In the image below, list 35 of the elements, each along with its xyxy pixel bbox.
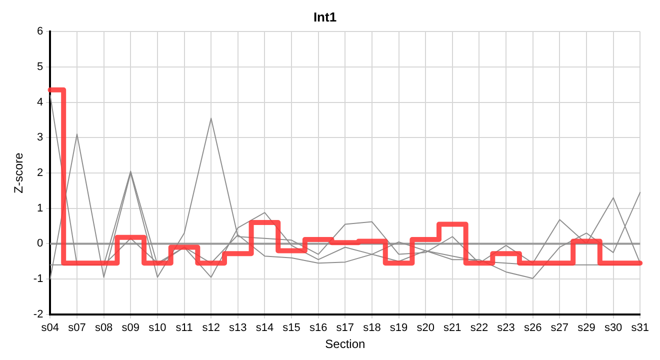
y-axis-title: Z-score [12, 152, 26, 194]
x-tick-label: s09 [122, 322, 140, 334]
y-tick-label: 0 [37, 238, 44, 250]
x-tick-label: s14 [256, 322, 274, 334]
y-tick-label: 5 [37, 60, 44, 73]
x-tick-label: s15 [282, 322, 300, 334]
x-tick-label: s16 [309, 322, 328, 334]
x-axis-title: Section [325, 337, 366, 352]
x-tick-label: s22 [470, 322, 488, 334]
x-tick-label: s08 [94, 322, 113, 334]
x-tick-label: s27 [550, 322, 569, 334]
x-tick-label: s11 [176, 322, 193, 334]
y-tick-label: 3 [37, 132, 44, 144]
x-tick-label: s17 [336, 322, 354, 334]
y-tick-label: -2 [33, 308, 44, 320]
x-tick-label: s29 [578, 322, 596, 334]
x-tick-label: s26 [524, 322, 542, 334]
x-tick-label: s10 [148, 322, 166, 334]
y-tick-label: 4 [37, 96, 44, 108]
y-tick-label: 6 [37, 26, 44, 38]
x-tick-label: s12 [202, 322, 220, 334]
x-tick-label: s31 [631, 322, 650, 334]
x-tick-label: s30 [604, 322, 622, 334]
x-tick-label: s21 [444, 322, 462, 334]
x-tick-label: s04 [41, 322, 60, 334]
x-tick-label: s07 [68, 322, 86, 334]
x-tick-label: s19 [390, 322, 408, 334]
chart-title: Int1 [313, 9, 337, 24]
y-tick-label: 2 [37, 167, 44, 180]
x-tick-label: s20 [416, 322, 434, 334]
y-tick-label: 1 [37, 202, 44, 214]
x-tick-label: s18 [363, 322, 381, 334]
x-tick-label: s13 [229, 322, 247, 334]
x-tick-label: s23 [497, 322, 515, 334]
y-tick-label: -1 [33, 273, 44, 286]
